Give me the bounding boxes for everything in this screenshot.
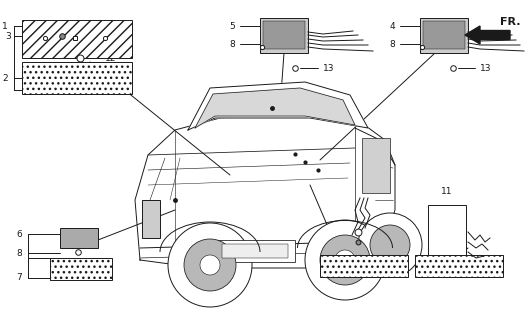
Circle shape [184, 239, 236, 291]
Bar [423, 21, 465, 49]
Bar [415, 255, 503, 277]
Text: 8: 8 [389, 39, 395, 49]
Text: 9: 9 [452, 251, 458, 260]
Text: FR.: FR. [500, 17, 521, 27]
Text: 5: 5 [229, 21, 235, 30]
Text: 13: 13 [480, 63, 492, 73]
Text: 4: 4 [389, 21, 395, 30]
Text: 6: 6 [16, 229, 22, 238]
Text: 13: 13 [323, 63, 335, 73]
Circle shape [370, 225, 410, 265]
Bar [22, 62, 132, 94]
Bar [420, 18, 468, 53]
Circle shape [305, 220, 385, 300]
Polygon shape [135, 112, 395, 268]
Bar [320, 255, 408, 277]
Text: 3: 3 [5, 31, 11, 41]
Text: 1: 1 [2, 21, 8, 30]
FancyArrow shape [465, 26, 510, 44]
Circle shape [335, 250, 355, 270]
Text: 10: 10 [364, 181, 376, 190]
Bar [50, 258, 112, 280]
Text: 8: 8 [229, 39, 235, 49]
Text: 12: 12 [105, 53, 116, 62]
Text: 8: 8 [16, 249, 22, 258]
Bar [60, 228, 98, 248]
Circle shape [168, 223, 252, 307]
Bar [222, 244, 288, 258]
Bar [362, 138, 390, 193]
Text: 2: 2 [2, 74, 8, 83]
Circle shape [320, 235, 370, 285]
Bar [22, 20, 132, 58]
Bar [260, 18, 308, 53]
Text: 7: 7 [16, 274, 22, 283]
Bar [263, 21, 305, 49]
Text: 11: 11 [441, 187, 452, 196]
Polygon shape [188, 82, 368, 130]
Text: 9: 9 [340, 230, 345, 239]
Bar [428, 205, 466, 273]
Polygon shape [195, 88, 355, 128]
Bar [215, 240, 295, 262]
Circle shape [200, 255, 220, 275]
Circle shape [358, 213, 422, 277]
Bar [142, 200, 160, 238]
